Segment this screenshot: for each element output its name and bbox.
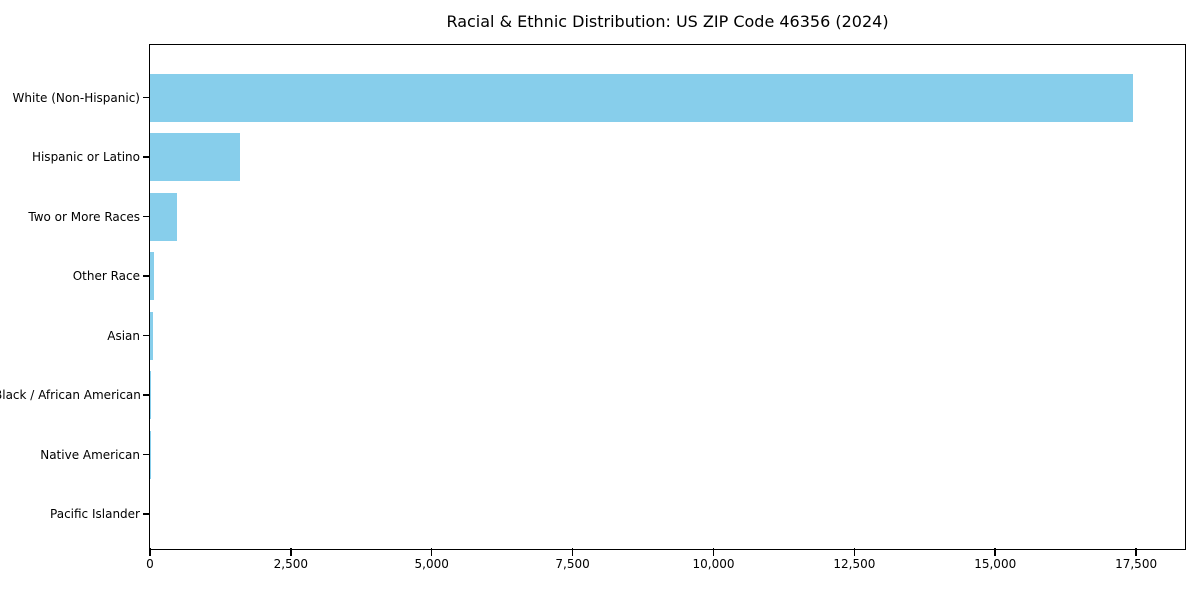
chart-title: Racial & Ethnic Distribution: US ZIP Cod…	[446, 12, 889, 31]
y-tick-mark	[142, 513, 149, 515]
y-tick-mark	[142, 453, 149, 456]
x-tick-mark	[712, 548, 715, 556]
y-tick-label: Native American	[40, 447, 140, 462]
y-tick-mark	[142, 275, 149, 277]
y-tick-label: White (Non-Hispanic)	[12, 90, 140, 105]
bar-white-non-hispanic	[150, 73, 1134, 122]
x-tick-label: 7,500	[555, 557, 590, 571]
bar-two-or-more-races	[150, 192, 178, 241]
x-tick-label: 0	[146, 557, 154, 571]
x-tick-mark	[853, 548, 856, 556]
y-tick-label: Two or More Races	[28, 209, 140, 224]
x-tick-label: 12,500	[833, 557, 876, 571]
x-tick-label: 5,000	[414, 557, 449, 571]
bar-asian	[150, 311, 154, 360]
x-tick-mark	[149, 548, 151, 556]
y-tick-label: Other Race	[72, 269, 140, 283]
x-tick-mark	[290, 548, 292, 556]
x-tick-mark	[1135, 548, 1137, 556]
x-tick-label: 10,000	[692, 557, 735, 571]
plot-area: White (Non-Hispanic) Hispanic or Latino Tw…	[0, 44, 1186, 571]
y-tick-label: Pacific Islander	[50, 507, 140, 521]
y-tick-label: Asian	[107, 328, 140, 343]
bar-hispanic-or-latino	[150, 133, 240, 181]
bar-other-race	[150, 252, 154, 300]
x-tick-label: 15,000	[974, 557, 1017, 571]
y-tick-mark	[142, 394, 149, 396]
y-tick-mark	[142, 334, 149, 337]
y-tick-label: Hispanic or Latino	[31, 150, 140, 164]
x-tick-mark	[571, 548, 574, 556]
bar-black-african-american	[150, 371, 151, 419]
x-tick-mark	[430, 548, 433, 556]
x-tick-mark	[994, 548, 996, 556]
x-tick-label: 17,500	[1115, 557, 1158, 571]
y-tick-mark	[142, 96, 149, 99]
x-tick-label: 2,500	[273, 557, 309, 571]
y-tick-mark	[142, 215, 149, 218]
y-tick-label: Black / African American	[0, 388, 141, 402]
y-tick-mark	[142, 156, 149, 158]
